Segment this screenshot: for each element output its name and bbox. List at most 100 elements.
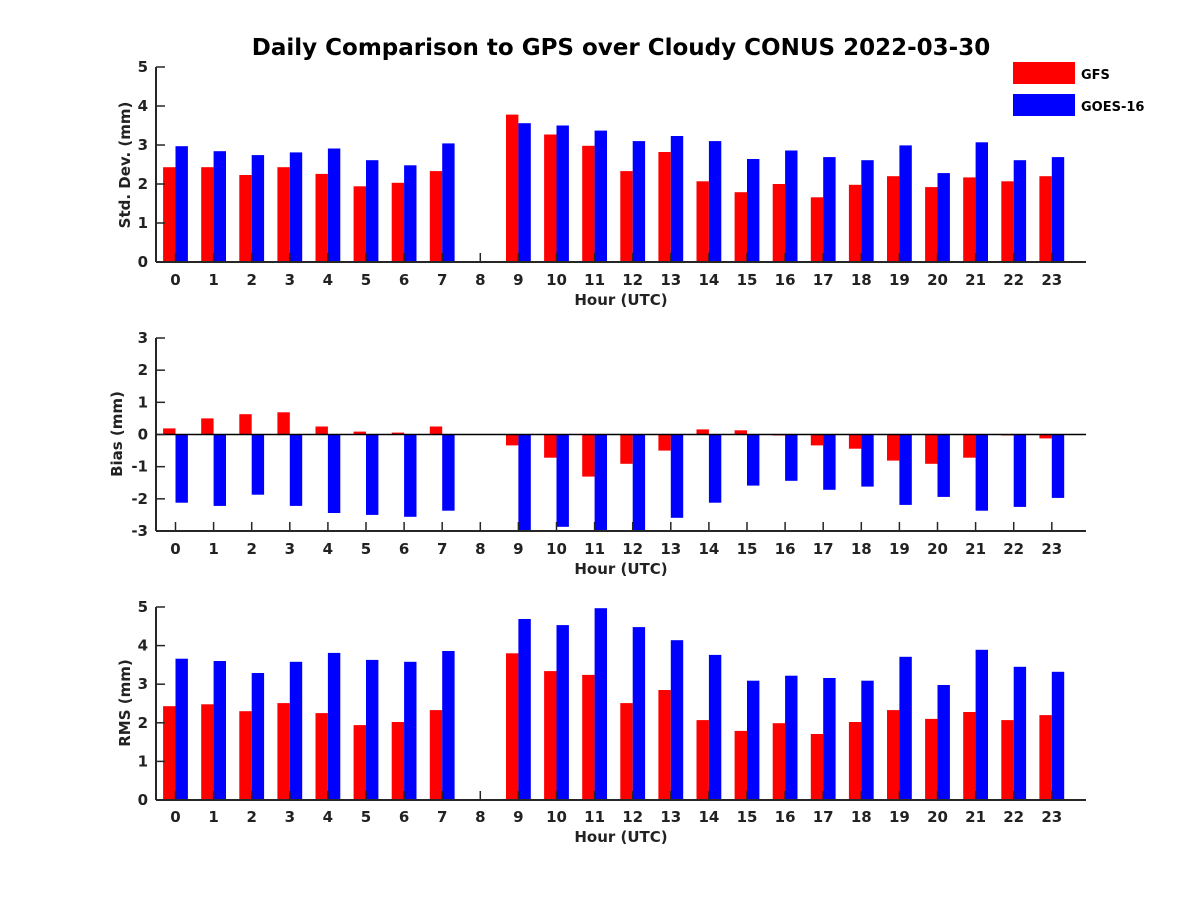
rms-bar-goes16-21 xyxy=(975,649,988,800)
rms-xtick-label: 0 xyxy=(170,808,180,826)
rms-xtick-label: 15 xyxy=(737,808,758,826)
rms-xtick-label: 9 xyxy=(513,808,523,826)
stddev-ytick-label: 2 xyxy=(138,175,148,193)
rms-xtick-label: 3 xyxy=(285,808,295,826)
rms-bar-goes16-17 xyxy=(823,678,836,800)
bias-bar-gfs-7 xyxy=(429,426,443,435)
bias-xtick-label: 22 xyxy=(1003,540,1024,558)
stddev-bar-gfs-15 xyxy=(734,192,747,262)
bias-bar-goes16-3 xyxy=(289,434,303,506)
bias-bar-gfs-3 xyxy=(277,412,290,435)
bias-xtick-label: 20 xyxy=(927,540,948,558)
bias-bar-gfs-13 xyxy=(658,434,671,451)
rms-bar-goes16-6 xyxy=(404,661,417,800)
bias-bar-goes16-0 xyxy=(175,434,188,503)
rms-xtick-label: 5 xyxy=(361,808,371,826)
stddev-bar-gfs-9 xyxy=(506,114,519,262)
rms-bar-goes16-5 xyxy=(366,659,379,800)
stddev-bar-goes16-3 xyxy=(289,152,303,262)
stddev-xtick-label: 0 xyxy=(170,271,180,289)
stddev-bar-goes16-6 xyxy=(404,165,417,262)
stddev-ytick-label: 4 xyxy=(138,97,148,115)
stddev-xtick-label: 12 xyxy=(622,271,643,289)
rms-xtick-label: 22 xyxy=(1003,808,1024,826)
bias-bar-gfs-21 xyxy=(963,434,976,458)
bias-xtick-label: 4 xyxy=(323,540,333,558)
rms-bar-gfs-4 xyxy=(315,713,328,800)
stddev-xtick-label: 17 xyxy=(813,271,834,289)
bias-bar-goes16-9 xyxy=(518,434,531,531)
stddev-bar-goes16-1 xyxy=(213,151,226,262)
bias-xtick-label: 9 xyxy=(513,540,523,558)
stddev-xtick-label: 4 xyxy=(323,271,333,289)
rms-bar-gfs-1 xyxy=(201,704,214,800)
bias-xlabel: Hour (UTC) xyxy=(574,560,667,578)
rms-bar-goes16-1 xyxy=(213,661,226,800)
stddev-bar-goes16-22 xyxy=(1013,160,1027,262)
stddev-bar-goes16-4 xyxy=(327,148,341,262)
stddev-bar-gfs-6 xyxy=(391,182,405,262)
rms-ytick-label: 1 xyxy=(138,752,148,770)
bias-bar-goes16-6 xyxy=(404,434,417,517)
legend-label-gfs: GFS xyxy=(1081,68,1110,83)
bias-bar-goes16-19 xyxy=(899,434,912,505)
rms-xtick-label: 19 xyxy=(889,808,910,826)
stddev-xtick-label: 15 xyxy=(737,271,758,289)
stddev-bar-goes16-16 xyxy=(785,150,798,262)
rms-xtick-label: 21 xyxy=(965,808,986,826)
rms-xtick-label: 12 xyxy=(622,808,643,826)
bias-bar-goes16-11 xyxy=(594,434,607,531)
stddev-xtick-label: 20 xyxy=(927,271,948,289)
stddev-bar-gfs-18 xyxy=(848,184,862,262)
stddev-ytick-label: 3 xyxy=(138,136,148,154)
bias-bar-goes16-15 xyxy=(747,434,760,486)
stddev-bar-gfs-1 xyxy=(201,167,214,262)
rms-xtick-label: 6 xyxy=(399,808,409,826)
stddev-ylabel: Std. Dev. (mm) xyxy=(116,102,134,229)
stddev-xtick-label: 13 xyxy=(660,271,681,289)
stddev-bar-goes16-14 xyxy=(708,141,722,262)
bias-ytick-label: 3 xyxy=(138,329,148,347)
bias-xtick-label: 0 xyxy=(170,540,180,558)
bias-bar-gfs-1 xyxy=(201,418,214,435)
rms-bar-goes16-3 xyxy=(289,661,303,800)
bias-bar-goes16-4 xyxy=(327,434,341,513)
bias-bar-gfs-15 xyxy=(734,430,747,435)
bias-bar-gfs-2 xyxy=(239,414,252,435)
rms-bar-goes16-13 xyxy=(670,640,684,800)
rms-xtick-label: 4 xyxy=(323,808,333,826)
rms-bar-gfs-22 xyxy=(1001,720,1014,800)
stddev-bar-gfs-21 xyxy=(963,177,976,262)
stddev-xtick-label: 7 xyxy=(437,271,447,289)
bias-ytick-label: -3 xyxy=(131,522,148,540)
stddev-bar-goes16-19 xyxy=(899,145,912,262)
bias-bar-gfs-11 xyxy=(582,434,595,477)
rms-ytick-label: 5 xyxy=(138,598,148,616)
stddev-bar-gfs-5 xyxy=(353,186,366,262)
stddev-bar-gfs-23 xyxy=(1039,176,1052,262)
stddev-bar-goes16-20 xyxy=(937,173,950,262)
rms-ytick-label: 4 xyxy=(138,637,148,655)
rms-xtick-label: 14 xyxy=(698,808,719,826)
bias-bar-goes16-23 xyxy=(1051,434,1065,498)
stddev-bar-gfs-19 xyxy=(887,176,900,262)
rms-bar-gfs-20 xyxy=(925,718,938,800)
stddev-xtick-label: 19 xyxy=(889,271,910,289)
rms-bar-goes16-11 xyxy=(594,608,607,800)
rms-ylabel: RMS (mm) xyxy=(116,659,134,746)
bias-ytick-label: 0 xyxy=(138,426,148,444)
stddev-bar-goes16-23 xyxy=(1051,157,1065,262)
stddev-bar-gfs-3 xyxy=(277,167,290,262)
stddev-bar-goes16-18 xyxy=(861,160,874,262)
stddev-bar-gfs-11 xyxy=(582,145,595,262)
rms-xtick-label: 2 xyxy=(246,808,256,826)
bias-bar-goes16-7 xyxy=(442,434,455,511)
stddev-xtick-label: 21 xyxy=(965,271,986,289)
bias-bar-gfs-0 xyxy=(163,428,176,435)
stddev-bar-gfs-2 xyxy=(239,175,252,262)
rms-bar-goes16-18 xyxy=(861,680,874,800)
